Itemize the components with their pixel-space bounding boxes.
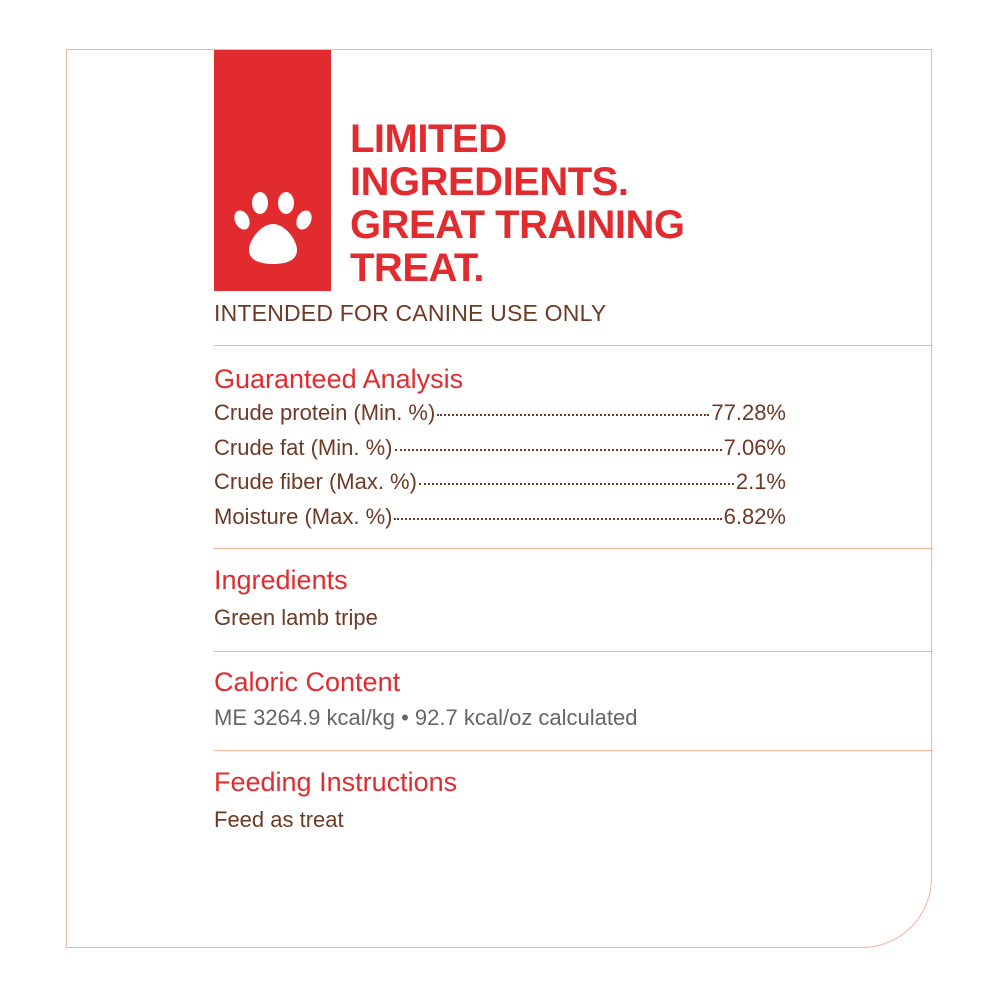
dot-leader <box>394 448 722 451</box>
dot-leader <box>437 414 710 416</box>
label-frame <box>66 49 932 948</box>
analysis-row: Crude fat (Min. %) 7.06% <box>214 435 786 470</box>
analysis-table: Crude protein (Min. %) 77.28% Crude fat (… <box>214 400 786 538</box>
headline-line: TREAT. <box>350 246 485 290</box>
ingredients-text: Green lamb tripe <box>214 605 378 630</box>
caloric-text: ME 3264.9 kcal/kg • 92.7 kcal/oz calcula… <box>214 705 638 730</box>
headline-line: LIMITED <box>350 117 507 161</box>
analysis-value: 77.28% <box>711 400 786 425</box>
analysis-row: Moisture (Max. %) 6.82% <box>214 504 786 539</box>
guaranteed-analysis-heading: Guaranteed Analysis <box>214 364 464 394</box>
analysis-label: Moisture (Max. %) <box>214 503 393 529</box>
divider <box>214 750 933 751</box>
ingredients-heading: Ingredients <box>214 565 348 595</box>
analysis-label: Crude fiber (Max. %) <box>214 469 417 494</box>
dot-leader <box>394 517 722 520</box>
divider <box>214 548 933 549</box>
analysis-row: Crude protein (Min. %) 77.28% <box>214 400 786 435</box>
analysis-label: Crude fat (Min. %) <box>214 434 393 460</box>
analysis-value: 7.06% <box>723 434 786 460</box>
divider <box>214 651 933 652</box>
paw-icon <box>234 192 312 264</box>
headline-line: INGREDIENTS. <box>350 160 629 204</box>
analysis-row: Crude fiber (Max. %) 2.1% <box>214 469 786 504</box>
headline: LIMITED INGREDIENTS. GREAT TRAINING TREA… <box>350 117 685 290</box>
dot-leader <box>418 483 734 485</box>
divider <box>214 345 933 346</box>
feeding-text: Feed as treat <box>214 807 344 832</box>
analysis-value: 2.1% <box>735 469 786 494</box>
headline-line: GREAT TRAINING <box>350 203 685 247</box>
analysis-label: Crude protein (Min. %) <box>214 400 436 425</box>
analysis-value: 6.82% <box>723 503 786 529</box>
caloric-heading: Caloric Content <box>214 667 401 697</box>
usage-notice: INTENDED FOR CANINE USE ONLY <box>214 300 607 326</box>
feeding-heading: Feeding Instructions <box>214 767 458 797</box>
